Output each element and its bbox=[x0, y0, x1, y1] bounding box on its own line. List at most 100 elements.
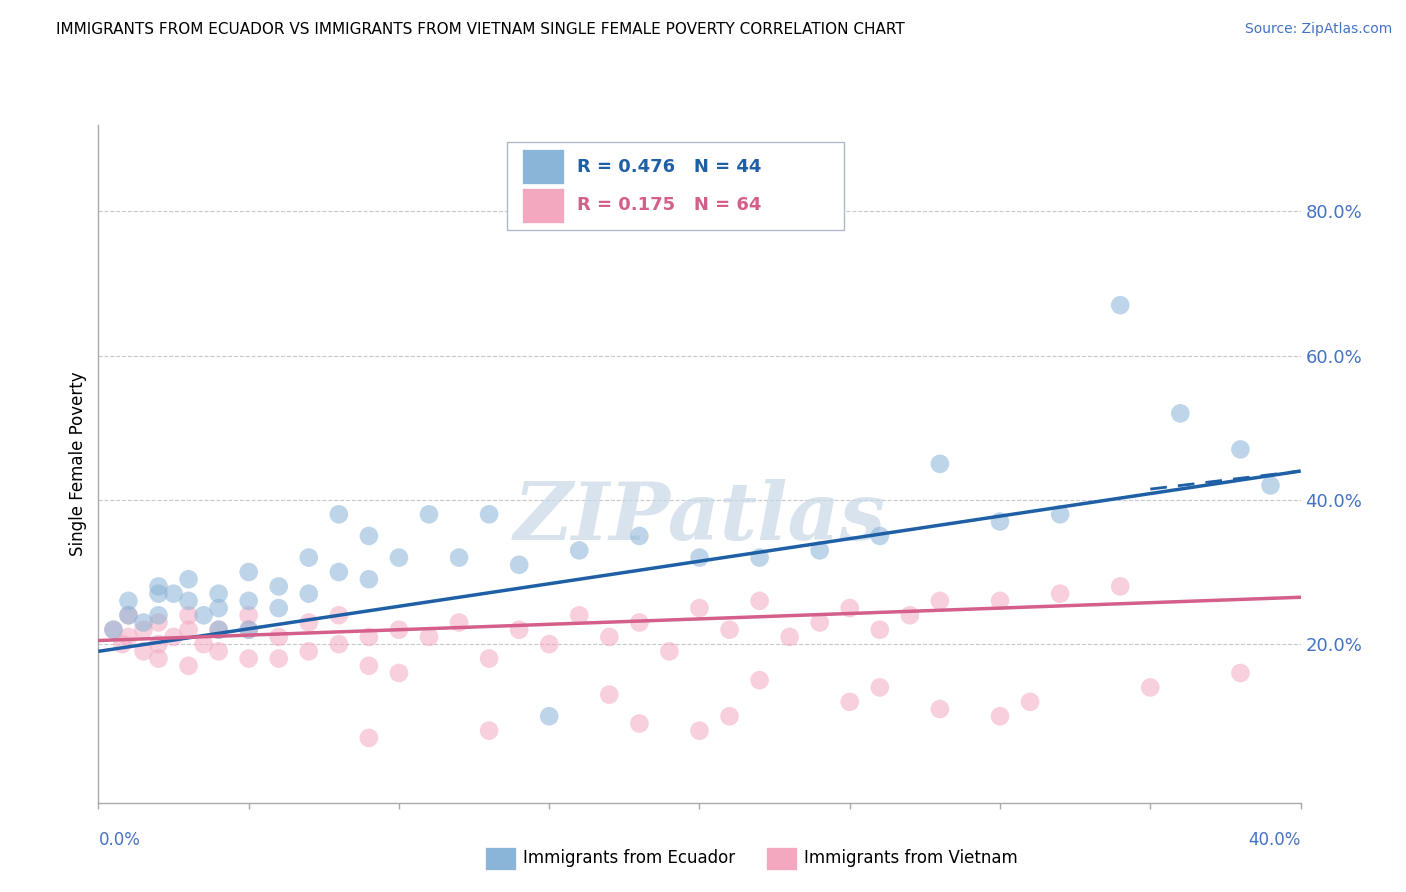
Point bbox=[103, 623, 125, 637]
Point bbox=[177, 623, 200, 637]
Point bbox=[418, 630, 440, 644]
Point bbox=[929, 702, 952, 716]
Point bbox=[238, 565, 260, 579]
Point bbox=[748, 594, 770, 608]
Point bbox=[628, 529, 651, 543]
Point bbox=[689, 550, 711, 565]
Point bbox=[808, 615, 831, 630]
Point bbox=[132, 644, 155, 658]
Point bbox=[388, 665, 411, 680]
Text: Immigrants from Ecuador: Immigrants from Ecuador bbox=[523, 849, 735, 867]
Point bbox=[869, 529, 891, 543]
Text: IMMIGRANTS FROM ECUADOR VS IMMIGRANTS FROM VIETNAM SINGLE FEMALE POVERTY CORRELA: IMMIGRANTS FROM ECUADOR VS IMMIGRANTS FR… bbox=[56, 22, 905, 37]
Point bbox=[1260, 478, 1282, 492]
Point bbox=[208, 644, 231, 658]
Point bbox=[418, 508, 440, 522]
Point bbox=[298, 615, 321, 630]
Point bbox=[162, 587, 184, 601]
Point bbox=[267, 630, 290, 644]
Point bbox=[267, 651, 290, 665]
Point bbox=[103, 623, 125, 637]
Point bbox=[357, 630, 380, 644]
Point bbox=[117, 630, 139, 644]
Point bbox=[447, 615, 470, 630]
Point bbox=[508, 558, 530, 572]
Point bbox=[478, 651, 501, 665]
Point bbox=[718, 709, 741, 723]
Point bbox=[838, 695, 860, 709]
Point bbox=[357, 529, 380, 543]
Point bbox=[148, 615, 170, 630]
Point bbox=[689, 723, 711, 738]
Point bbox=[132, 615, 155, 630]
Point bbox=[148, 608, 170, 623]
FancyBboxPatch shape bbox=[522, 149, 564, 184]
Point bbox=[193, 637, 215, 651]
Point bbox=[1049, 587, 1071, 601]
Point bbox=[988, 709, 1011, 723]
Point bbox=[838, 601, 860, 615]
Point bbox=[869, 623, 891, 637]
Point bbox=[328, 565, 350, 579]
Point bbox=[208, 587, 231, 601]
Point bbox=[193, 608, 215, 623]
Point bbox=[208, 601, 231, 615]
Point bbox=[148, 637, 170, 651]
Text: 0.0%: 0.0% bbox=[98, 831, 141, 849]
Point bbox=[238, 623, 260, 637]
Point bbox=[208, 623, 231, 637]
Point bbox=[538, 709, 561, 723]
Point bbox=[568, 608, 591, 623]
Point bbox=[538, 637, 561, 651]
Point bbox=[748, 673, 770, 688]
Point bbox=[508, 623, 530, 637]
Point bbox=[388, 623, 411, 637]
Point bbox=[929, 457, 952, 471]
Point bbox=[447, 550, 470, 565]
Point bbox=[298, 587, 321, 601]
Point bbox=[357, 658, 380, 673]
Point bbox=[328, 508, 350, 522]
Text: R = 0.476   N = 44: R = 0.476 N = 44 bbox=[576, 158, 761, 176]
Point bbox=[238, 623, 260, 637]
Point bbox=[598, 688, 620, 702]
Point bbox=[598, 630, 620, 644]
FancyBboxPatch shape bbox=[508, 142, 844, 230]
Point bbox=[117, 608, 139, 623]
Point bbox=[929, 594, 952, 608]
Point bbox=[117, 608, 139, 623]
Point bbox=[357, 731, 380, 745]
Point bbox=[748, 550, 770, 565]
Point bbox=[298, 644, 321, 658]
Point bbox=[568, 543, 591, 558]
Point bbox=[177, 658, 200, 673]
Point bbox=[1229, 665, 1251, 680]
Point bbox=[117, 594, 139, 608]
Point bbox=[111, 637, 134, 651]
Point bbox=[1019, 695, 1042, 709]
Text: Source: ZipAtlas.com: Source: ZipAtlas.com bbox=[1244, 22, 1392, 37]
Point bbox=[869, 681, 891, 695]
Point bbox=[148, 587, 170, 601]
Point bbox=[177, 608, 200, 623]
Point bbox=[357, 572, 380, 586]
Text: Immigrants from Vietnam: Immigrants from Vietnam bbox=[804, 849, 1018, 867]
Point bbox=[478, 508, 501, 522]
Text: ZIPatlas: ZIPatlas bbox=[513, 479, 886, 557]
Point bbox=[718, 623, 741, 637]
Point bbox=[177, 594, 200, 608]
Point bbox=[898, 608, 921, 623]
Y-axis label: Single Female Poverty: Single Female Poverty bbox=[69, 372, 87, 556]
Point bbox=[808, 543, 831, 558]
Point bbox=[238, 608, 260, 623]
Point bbox=[779, 630, 801, 644]
Point bbox=[208, 623, 231, 637]
Point bbox=[1049, 508, 1071, 522]
Point bbox=[388, 550, 411, 565]
Point bbox=[988, 594, 1011, 608]
Point bbox=[1139, 681, 1161, 695]
Point bbox=[298, 550, 321, 565]
Point bbox=[177, 572, 200, 586]
Point bbox=[328, 608, 350, 623]
Point bbox=[1170, 406, 1192, 420]
